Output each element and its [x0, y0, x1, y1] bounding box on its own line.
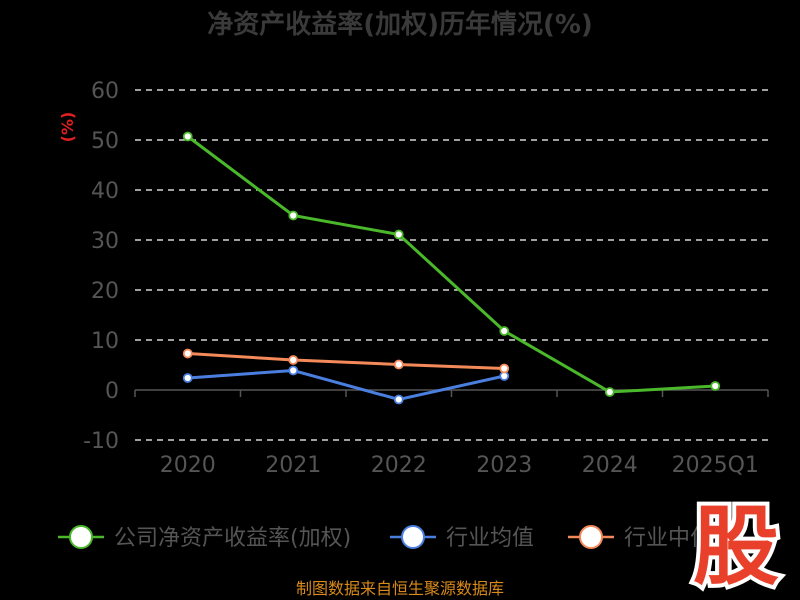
data-point: [393, 394, 404, 405]
data-point: [393, 359, 404, 370]
legend-label: 公司净资产收益率(加权): [114, 526, 351, 551]
series-lines: [182, 131, 721, 405]
data-point: [182, 131, 193, 142]
axes: -10 0 10 20 30 40 50 60 2020 2021 2022 2023 2024 2025…: [83, 79, 769, 478]
x-tick-label: 2020: [160, 453, 216, 478]
y-tick-label: 50: [91, 129, 119, 154]
legend-item-0[interactable]: 公司净资产收益率(加权): [58, 525, 351, 551]
data-point: [499, 326, 510, 336]
data-point: [604, 387, 615, 397]
legend-swatch-marker: [69, 525, 93, 549]
data-point: [182, 348, 193, 359]
data-point: [182, 373, 193, 383]
y-tick-label: 0: [105, 379, 119, 404]
series-line: [187, 368, 505, 402]
data-point: [288, 365, 299, 376]
data-point: [710, 381, 721, 391]
legend-swatch-marker: [579, 525, 603, 549]
y-tick-label: -10: [83, 429, 119, 454]
legend-item-1[interactable]: 行业均值: [390, 525, 534, 551]
legend-label: 行业均值: [446, 526, 534, 551]
data-point: [499, 363, 510, 374]
y-tick-label: 20: [91, 279, 119, 304]
legend: 公司净资产收益率(加权) 行业均值 行业中位数: [58, 525, 734, 551]
svg-text:股: 股: [693, 497, 779, 597]
y-tick-label: 10: [91, 329, 119, 354]
data-point: [288, 210, 299, 221]
y-tick-label: 40: [91, 179, 119, 204]
legend-swatch-marker: [401, 525, 425, 549]
x-tick-label: 2021: [265, 453, 321, 478]
watermark-logo: 股 股: [689, 493, 783, 600]
svg-text:股: 股: [693, 497, 779, 597]
y-tick-label: 60: [91, 79, 119, 104]
legend-label: 行业中位数: [624, 526, 734, 551]
legend-item-2[interactable]: 行业中位数: [568, 525, 734, 551]
series-0: [182, 131, 721, 397]
chart-title: 净资产收益率(加权)历年情况(%): [207, 9, 593, 40]
series-line: [186, 135, 716, 394]
data-point: [393, 229, 404, 240]
x-tick-label: 2022: [371, 453, 427, 478]
data-point: [288, 355, 299, 365]
x-tick-label: 2025Q1: [672, 453, 759, 478]
y-axis-label: (%): [58, 112, 77, 143]
series-line: [187, 352, 505, 370]
source-note: 制图数据来自恒生聚源数据库: [296, 579, 504, 598]
series-1: [182, 365, 510, 405]
y-tick-label: 30: [91, 229, 119, 254]
x-tick-label: 2024: [582, 453, 638, 478]
series-2: [182, 348, 510, 374]
x-tick-label: 2023: [476, 453, 532, 478]
